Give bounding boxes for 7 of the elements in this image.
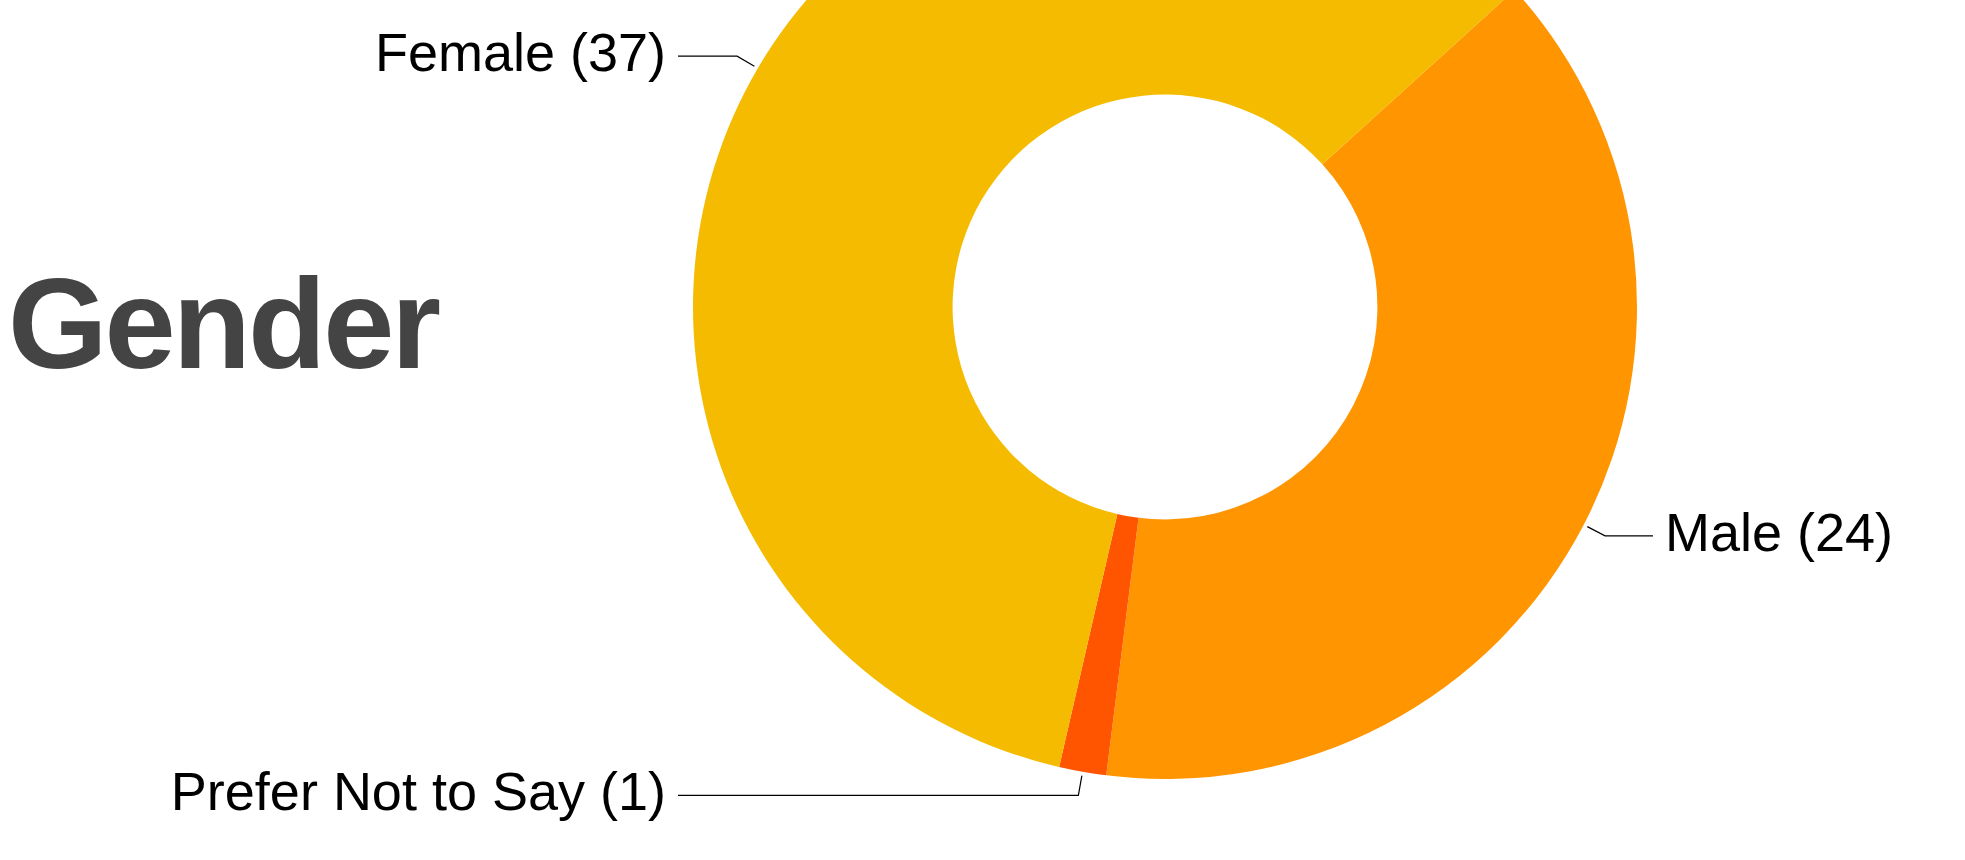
slice-label: Female <box>374 22 555 83</box>
slice-label: Prefer Not to Say <box>170 761 586 822</box>
slice-label: Male <box>1665 501 1783 562</box>
text: Gender <box>8 251 439 397</box>
data-label: (24) <box>1797 501 1894 562</box>
data-label: (37) <box>569 22 666 83</box>
data-label: (1) <box>600 761 666 822</box>
